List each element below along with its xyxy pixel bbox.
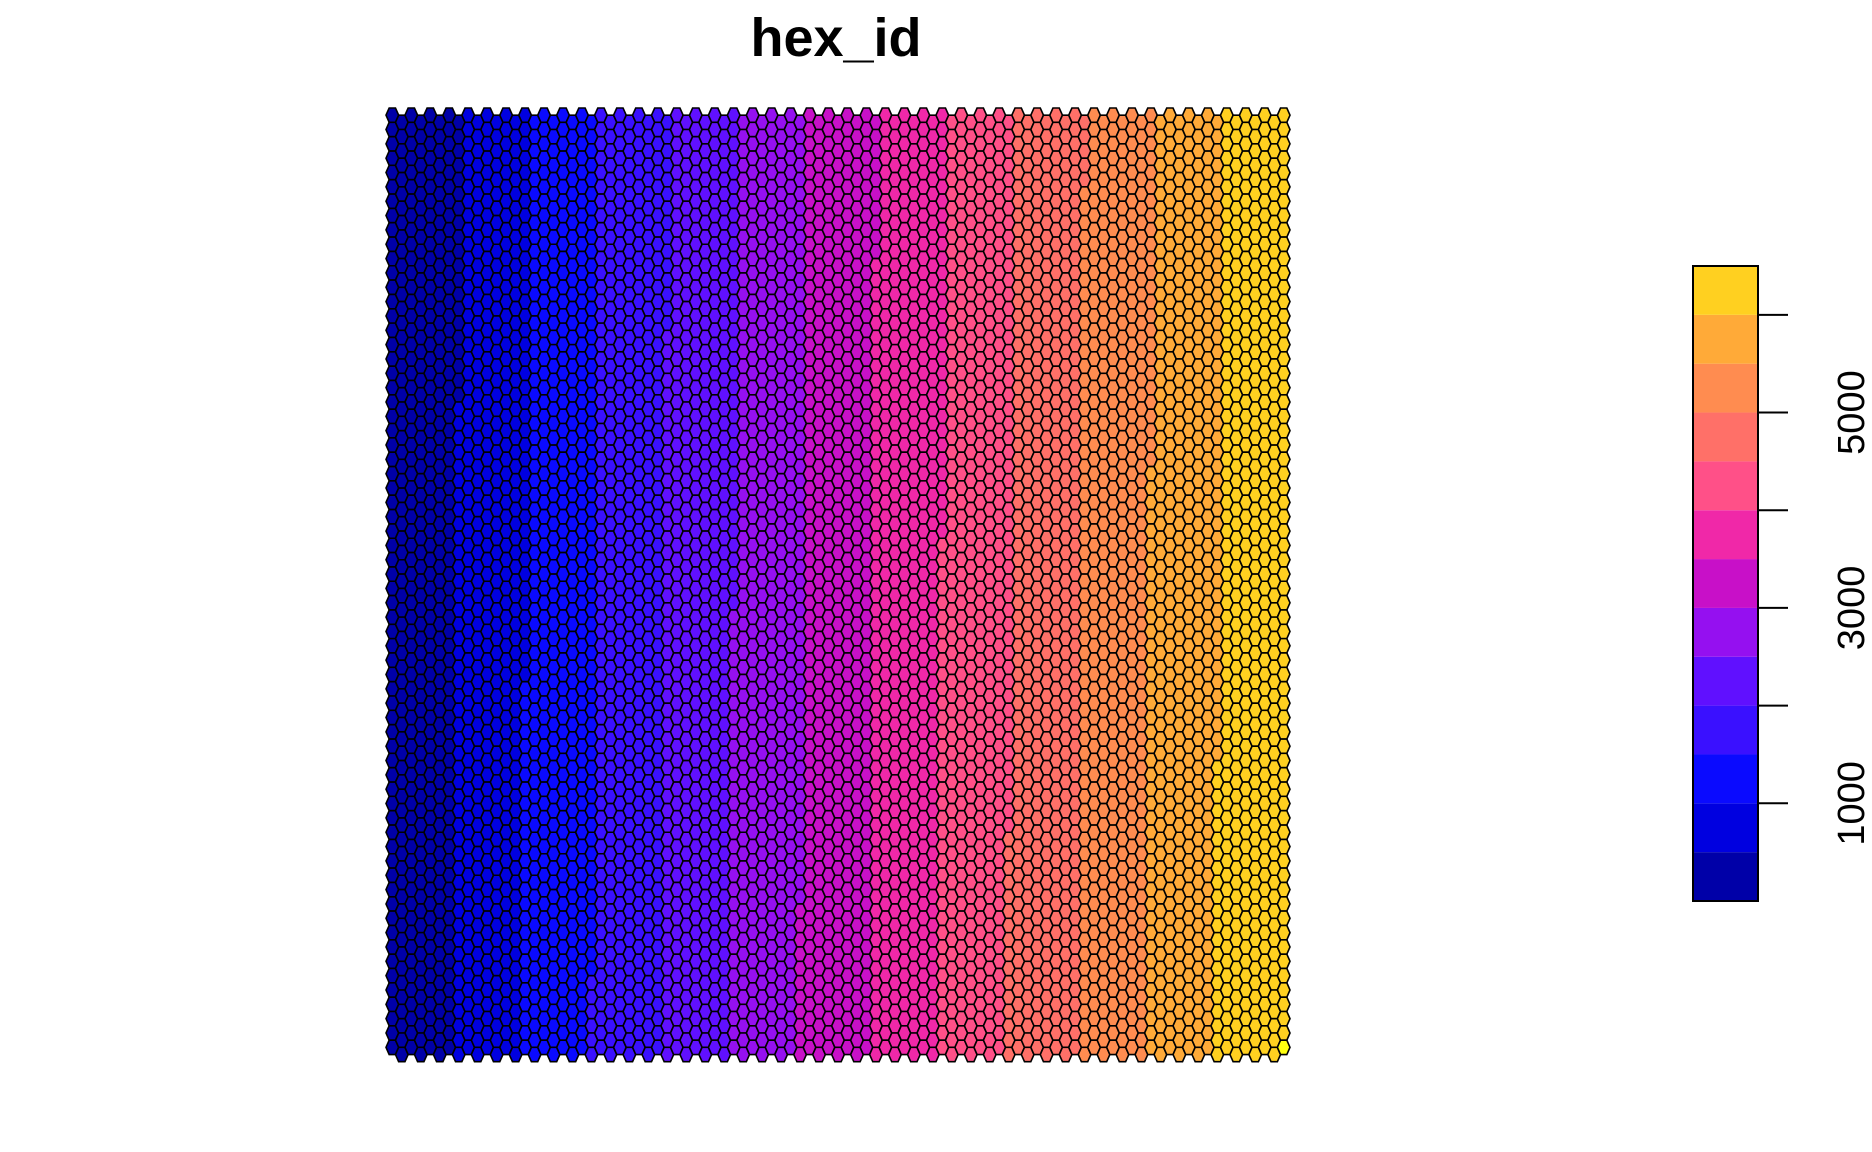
hex-grid <box>385 107 1291 1063</box>
chart-title: hex_id <box>750 8 921 68</box>
